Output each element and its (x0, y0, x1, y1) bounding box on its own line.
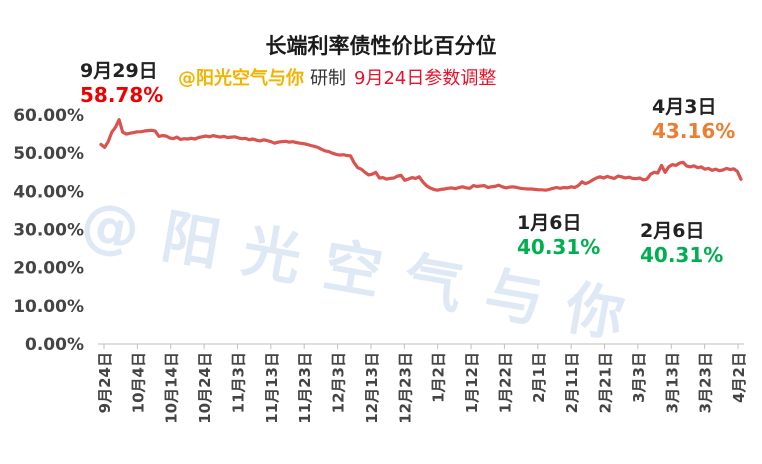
y-tick-label: 60.00% (13, 106, 84, 126)
annotation-feb6-date: 2月6日 (640, 216, 723, 243)
annotation-peak-date: 9月29日 (80, 56, 163, 83)
x-tick-label: 2月11日 (563, 352, 581, 413)
x-tick-label: 12月13日 (363, 352, 381, 424)
y-tick-label: 30.00% (13, 221, 84, 241)
x-tick-label: 11月13日 (263, 352, 281, 424)
x-tick-label: 1月12日 (463, 352, 481, 413)
annotation-latest-date: 4月3日 (652, 92, 735, 119)
x-tick-label: 12月23日 (396, 352, 414, 424)
x-tick-label: 2月1日 (530, 352, 548, 403)
x-tick-label: 2月21日 (597, 352, 615, 413)
x-tick-label: 3月13日 (663, 352, 681, 413)
y-tick-label: 10.00% (13, 297, 84, 317)
x-tick-label: 1月2日 (430, 352, 448, 403)
y-tick-label: 50.00% (13, 144, 84, 164)
y-axis: 0.00% 10.00% 20.00% 30.00% 40.00% 50.00% 60.00… (13, 106, 84, 355)
x-axis: 9月24日 10月4日 10月14日 10月24日 11月3日 11月13日 11月23日 1… (96, 344, 748, 424)
x-tick-label: 12月3日 (330, 352, 348, 413)
annotation-peak: 9月29日 58.78% (80, 56, 163, 107)
x-tick-label: 11月23日 (296, 352, 314, 424)
y-tick-label: 40.00% (13, 182, 84, 202)
y-tick-label: 0.00% (25, 335, 84, 355)
annotation-feb6-value: 40.31% (640, 243, 723, 267)
x-tick-label: 9月24日 (96, 352, 114, 413)
annotation-latest-value: 43.16% (652, 119, 735, 143)
annotation-jan6-value: 40.31% (517, 235, 600, 259)
x-tick-label: 10月14日 (163, 352, 181, 424)
x-tick-label: 10月4日 (129, 352, 147, 413)
x-tick-label: 11月3日 (229, 352, 247, 413)
annotation-peak-value: 58.78% (80, 83, 163, 107)
x-tick-label: 1月22日 (496, 352, 514, 413)
annotation-jan6-date: 1月6日 (517, 208, 600, 235)
y-tick-label: 20.00% (13, 259, 84, 279)
x-tick-label: 10月24日 (196, 352, 214, 424)
x-tick-label: 3月23日 (697, 352, 715, 413)
annotation-feb6: 2月6日 40.31% (640, 216, 723, 267)
x-tick-label: 4月2日 (730, 352, 748, 403)
annotation-jan6: 1月6日 40.31% (517, 208, 600, 259)
annotation-latest: 4月3日 43.16% (652, 92, 735, 143)
x-tick-label: 3月3日 (630, 352, 648, 403)
series-line (101, 120, 741, 191)
